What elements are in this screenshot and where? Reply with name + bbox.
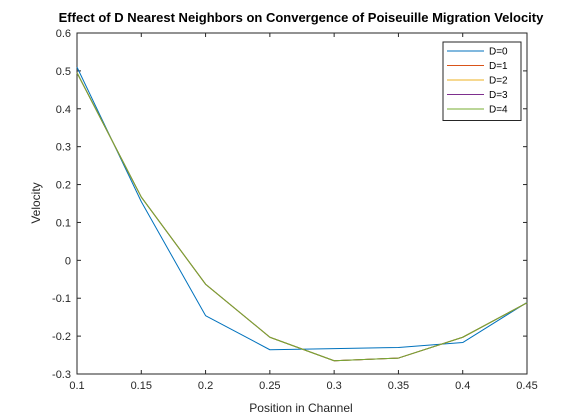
- y-tick-label: 0.2: [56, 180, 71, 192]
- y-tick-label: 0.1: [56, 217, 71, 229]
- x-tick-label: 0.35: [388, 380, 409, 392]
- legend-label: D=3: [489, 90, 508, 101]
- x-tick-label: 0.1: [69, 380, 84, 392]
- legend: D=0 D=1 D=2 D=3 D=4: [442, 41, 522, 121]
- y-tick-label: -0.2: [52, 331, 71, 343]
- legend-box: [442, 41, 522, 121]
- chart-title: Effect of D Nearest Neighbors on Converg…: [59, 10, 544, 25]
- x-tick-label: 0.25: [259, 380, 280, 392]
- y-tick-label: -0.3: [52, 369, 71, 381]
- legend-label: D=2: [489, 76, 508, 87]
- x-tick-label: 0.3: [326, 380, 341, 392]
- y-tick-label: 0.3: [56, 142, 71, 154]
- y-axis-label: Velocity: [29, 182, 43, 223]
- y-tick-label: 0.4: [56, 104, 71, 116]
- y-tick-label: -0.1: [52, 293, 71, 305]
- x-tick-label: 0.15: [131, 380, 152, 392]
- x-tick-label: 0.4: [455, 380, 470, 392]
- x-axis-label: Position in Channel: [249, 401, 352, 415]
- x-tick-label: 0.2: [198, 380, 213, 392]
- y-tick-label: 0.5: [56, 66, 71, 78]
- y-tick-label: 0.6: [56, 28, 71, 40]
- x-tick-label: 0.45: [516, 380, 537, 392]
- y-tick-label: 0: [65, 255, 71, 267]
- series-lines: [76, 66, 528, 362]
- legend-label: D=0: [489, 47, 508, 58]
- legend-label: D=1: [489, 61, 508, 72]
- legend-label: D=4: [489, 105, 508, 116]
- series-line-d-4: [76, 72, 528, 362]
- axis-ticks: 0.1 0.15 0.2 0.25 0.3 0.35 0.4 0.45 -0.3 -0.2 -0.1…: [52, 28, 538, 392]
